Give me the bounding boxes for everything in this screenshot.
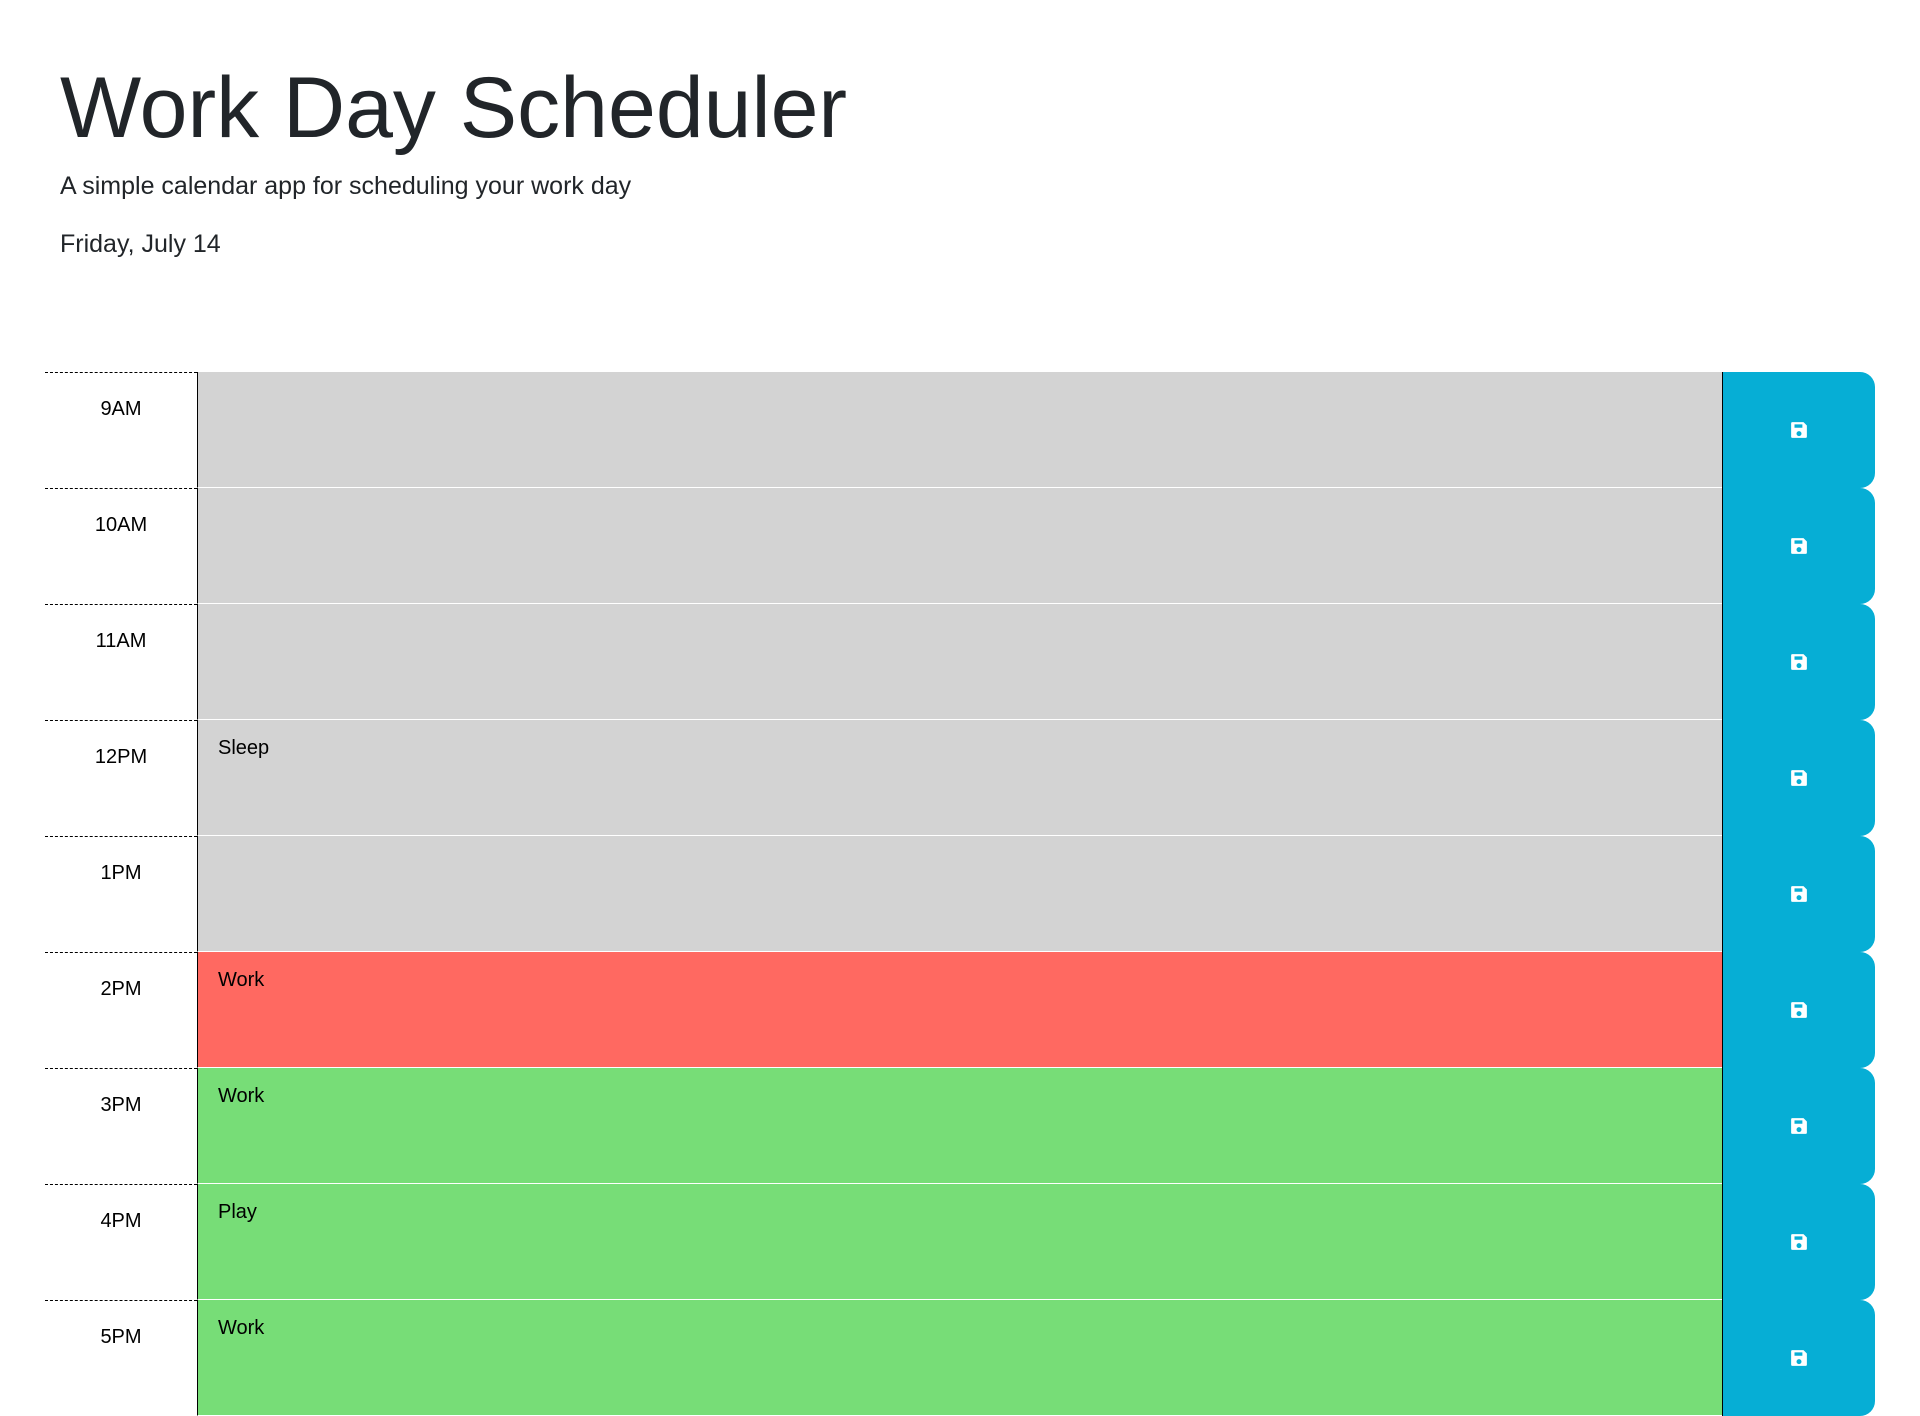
page-subtitle: A simple calendar app for scheduling you… xyxy=(60,172,632,200)
hour-label: 3PM xyxy=(45,1068,197,1184)
event-description-input[interactable]: Work xyxy=(197,1300,1722,1416)
time-block: 4PM Play xyxy=(45,1184,1875,1300)
time-block: 5PM Work xyxy=(45,1300,1875,1416)
hour-label: 9AM xyxy=(45,372,197,488)
save-button[interactable] xyxy=(1722,952,1875,1068)
save-button[interactable] xyxy=(1722,1068,1875,1184)
time-block: 1PM xyxy=(45,836,1875,952)
floppy-disk-icon xyxy=(1791,1118,1807,1134)
floppy-disk-icon xyxy=(1791,770,1807,786)
event-description-input[interactable]: Work xyxy=(197,1068,1722,1184)
time-block: 9AM xyxy=(45,372,1875,488)
hour-label: 1PM xyxy=(45,836,197,952)
time-block: 12PM Sleep xyxy=(45,720,1875,836)
save-button[interactable] xyxy=(1722,488,1875,604)
floppy-disk-icon xyxy=(1791,1350,1807,1366)
event-description-input[interactable] xyxy=(197,836,1722,952)
floppy-disk-icon xyxy=(1791,422,1807,438)
event-description-input[interactable]: Work xyxy=(197,952,1722,1068)
event-description-input[interactable] xyxy=(197,488,1722,604)
floppy-disk-icon xyxy=(1791,886,1807,902)
floppy-disk-icon xyxy=(1791,538,1807,554)
save-button[interactable] xyxy=(1722,372,1875,488)
hour-label: 2PM xyxy=(45,952,197,1068)
hour-label: 11AM xyxy=(45,604,197,720)
save-button[interactable] xyxy=(1722,720,1875,836)
save-button[interactable] xyxy=(1722,1300,1875,1416)
time-block: 2PM Work xyxy=(45,952,1875,1068)
save-button[interactable] xyxy=(1722,1184,1875,1300)
hour-label: 10AM xyxy=(45,488,197,604)
planner: 9AM 10AM 11AM 12PM Sleep 1PM 2PM Work 3PM Work 4PM… xyxy=(45,372,1875,1416)
floppy-disk-icon xyxy=(1791,654,1807,670)
time-block: 10AM xyxy=(45,488,1875,604)
time-block: 3PM Work xyxy=(45,1068,1875,1184)
floppy-disk-icon xyxy=(1791,1234,1807,1250)
event-description-input[interactable] xyxy=(197,372,1722,488)
hour-label: 12PM xyxy=(45,720,197,836)
time-block: 11AM xyxy=(45,604,1875,720)
page-title: Work Day Scheduler xyxy=(60,60,848,156)
event-description-input[interactable]: Sleep xyxy=(197,720,1722,836)
event-description-input[interactable] xyxy=(197,604,1722,720)
hour-label: 4PM xyxy=(45,1184,197,1300)
save-button[interactable] xyxy=(1722,604,1875,720)
event-description-input[interactable]: Play xyxy=(197,1184,1722,1300)
floppy-disk-icon xyxy=(1791,1002,1807,1018)
hour-label: 5PM xyxy=(45,1300,197,1416)
current-day: Friday, July 14 xyxy=(60,230,221,258)
save-button[interactable] xyxy=(1722,836,1875,952)
